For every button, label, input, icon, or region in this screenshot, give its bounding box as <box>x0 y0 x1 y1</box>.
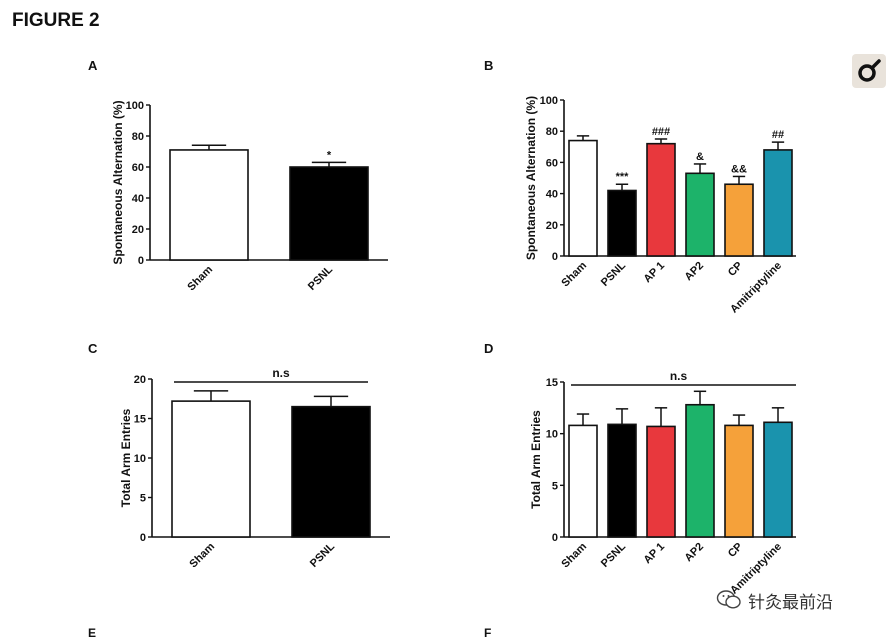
significance-label: * <box>327 149 332 161</box>
category-label: CP <box>726 260 745 279</box>
panel-letter-a: A <box>88 58 98 73</box>
category-label: Sham <box>187 540 217 570</box>
category-label: AP2 <box>682 260 706 284</box>
panel-letter-d: D <box>484 341 493 356</box>
significance-label: ### <box>652 126 670 138</box>
panel-letter-c: C <box>88 341 98 356</box>
significance-label: && <box>731 163 747 175</box>
y-tick-label: 0 <box>552 532 558 544</box>
y-axis-label: Spontaneous Alternation (%) <box>111 100 125 264</box>
y-tick-label: 60 <box>132 162 144 174</box>
significance-label: & <box>696 151 704 163</box>
bar-b-sham <box>568 139 598 257</box>
significance-label: ## <box>772 129 784 141</box>
y-tick-label: 15 <box>134 414 146 426</box>
bar-c-sham <box>171 400 251 538</box>
y-tick-label: 40 <box>546 189 558 201</box>
category-label: AP2 <box>682 541 706 565</box>
bar-d-psnl <box>607 423 637 538</box>
category-label: AP 1 <box>641 260 667 286</box>
y-tick-label: 20 <box>546 220 558 232</box>
panel-letter-e: E <box>88 626 97 640</box>
bar-d-ap1 <box>646 425 676 538</box>
category-label: AP 1 <box>641 541 667 567</box>
watermark: 针灸最前沿 <box>716 587 886 613</box>
y-tick-label: 0 <box>138 255 144 267</box>
y-tick-label: 0 <box>140 532 146 544</box>
y-tick-label: 20 <box>134 374 146 386</box>
y-axis-label: Total Arm Entries <box>119 408 133 507</box>
significance-label: *** <box>616 171 630 183</box>
ns-label: n.s <box>670 369 688 383</box>
category-label: PSNL <box>599 540 628 569</box>
bar-d-amitriptyline <box>763 421 793 538</box>
category-label: PSNL <box>306 263 335 292</box>
bar-b-psnl <box>607 189 637 257</box>
bar-a-psnl <box>289 166 369 261</box>
bar-d-ap2 <box>685 403 715 538</box>
panel-letter-f: F <box>484 626 492 640</box>
bar-a-sham <box>169 149 249 261</box>
y-tick-label: 100 <box>540 95 558 107</box>
figure-title: FIGURE 2 <box>12 10 100 31</box>
category-label: PSNL <box>308 540 337 569</box>
bar-b-amitriptyline <box>763 149 793 257</box>
y-tick-label: 15 <box>546 377 558 389</box>
y-tick-label: 5 <box>140 493 146 505</box>
ns-label: n.s <box>272 366 290 380</box>
bar-c-psnl <box>291 405 371 538</box>
category-label: Sham <box>559 540 589 570</box>
category-label: Sham <box>559 259 589 289</box>
y-tick-label: 10 <box>134 453 146 465</box>
bar-d-cp <box>724 424 754 538</box>
bar-b-ap1 <box>646 142 676 257</box>
category-label: PSNL <box>599 259 628 288</box>
bar-d-sham <box>568 424 598 538</box>
y-tick-label: 80 <box>132 131 144 143</box>
y-tick-label: 40 <box>132 193 144 205</box>
y-axis-label: Total Arm Entries <box>529 410 543 509</box>
y-tick-label: 10 <box>546 429 558 441</box>
wechat-logo-icon <box>716 590 741 609</box>
y-tick-label: 60 <box>546 157 558 169</box>
y-tick-label: 0 <box>552 251 558 263</box>
panel-letter-b: B <box>484 58 493 73</box>
bar-b-ap2 <box>685 172 715 257</box>
y-axis-label: Spontaneous Alternation (%) <box>524 96 538 260</box>
y-tick-label: 100 <box>126 100 144 112</box>
bar-b-cp <box>724 183 754 257</box>
category-label: Sham <box>185 263 215 293</box>
y-tick-label: 80 <box>546 126 558 138</box>
y-tick-label: 20 <box>132 224 144 236</box>
y-tick-label: 5 <box>552 480 558 492</box>
magnifier-icon[interactable] <box>852 54 886 88</box>
category-label: CP <box>726 541 745 560</box>
watermark-text: 针灸最前沿 <box>748 592 833 612</box>
